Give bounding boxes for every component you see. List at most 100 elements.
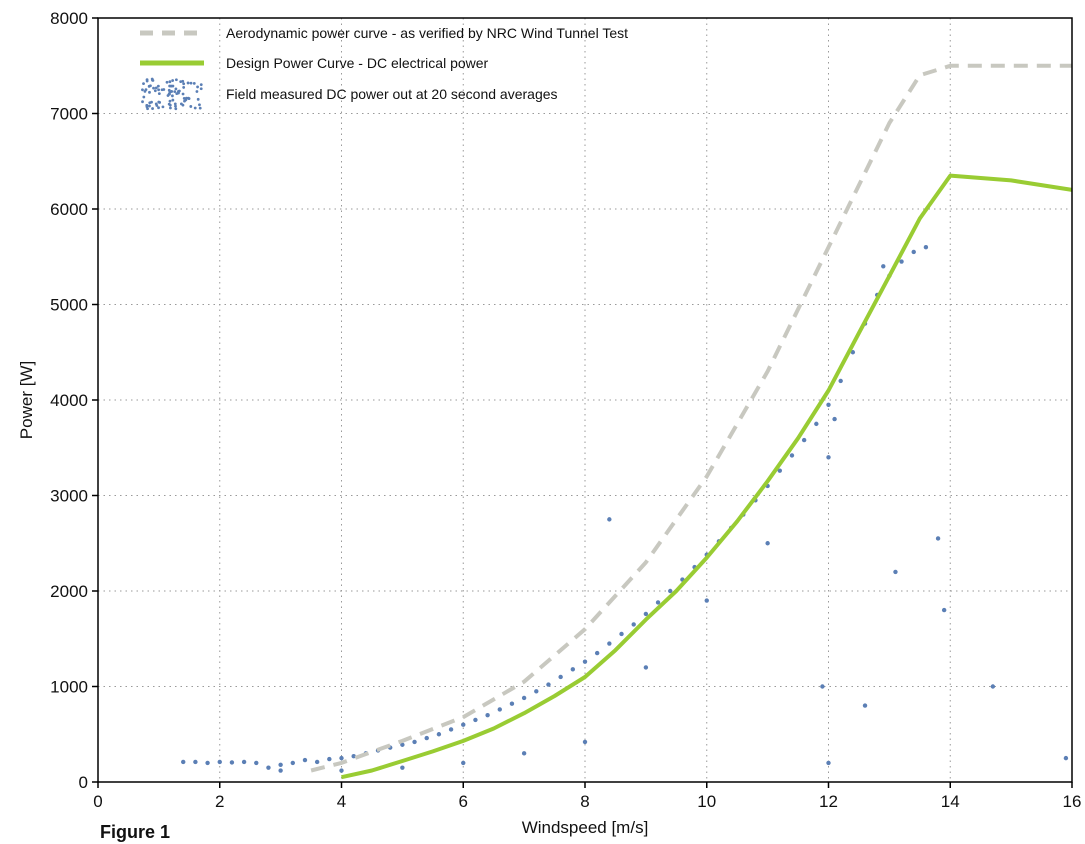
legend-swatch-dot	[146, 107, 149, 111]
legend-label-aerodynamic: Aerodynamic power curve - as verified by…	[226, 25, 628, 41]
y-tick-label: 8000	[50, 9, 88, 28]
legend-swatch-dot	[177, 91, 180, 95]
grid-lines	[98, 18, 1072, 782]
legend-swatch-dot	[168, 99, 172, 103]
legend-swatch-dot	[157, 106, 160, 110]
y-tick-label: 0	[79, 773, 88, 792]
field-data-point	[826, 455, 831, 460]
field-data-point	[643, 611, 649, 617]
legend-swatch-dot	[148, 90, 151, 94]
axis-ticks	[92, 17, 1073, 788]
field-data-point	[339, 755, 344, 761]
field-data-point	[546, 682, 551, 687]
y-tick-label: 5000	[50, 296, 88, 315]
figure-caption: Figure 1	[100, 822, 170, 842]
y-tick-label: 4000	[50, 391, 88, 410]
legend-swatch-dot	[156, 84, 160, 88]
field-data-point	[205, 760, 210, 766]
field-data-point	[594, 650, 600, 656]
legend-swatch-dot	[148, 104, 151, 108]
y-tick-label: 2000	[50, 582, 88, 601]
legend-label-design: Design Power Curve - DC electrical power	[226, 55, 489, 71]
legend-swatch-dot	[167, 88, 171, 92]
field-data-point	[181, 759, 186, 765]
field-data-point	[893, 569, 898, 575]
field-data-point	[461, 760, 466, 766]
field-data-point	[990, 684, 996, 689]
legend-swatch-dot	[161, 105, 165, 109]
design-power-curve-line	[341, 173, 1073, 780]
x-tick-label: 6	[459, 792, 468, 811]
legend-swatch-dot	[170, 90, 174, 93]
legend-swatch-dot	[148, 101, 152, 105]
field-data-point	[254, 760, 259, 766]
field-data-point	[558, 674, 563, 680]
legend-swatch-dot	[198, 106, 202, 110]
field-data-point	[777, 468, 782, 473]
field-data-point	[424, 735, 429, 741]
field-data-point	[668, 588, 673, 594]
x-tick-label: 0	[93, 792, 102, 811]
legend: Aerodynamic power curve - as verified by…	[140, 25, 628, 111]
x-tick-label: 12	[819, 792, 838, 811]
x-tick-label: 8	[580, 792, 589, 811]
legend-swatch-dot	[196, 97, 200, 101]
field-data-point	[521, 751, 527, 756]
field-data-point	[862, 703, 868, 708]
legend-swatch-dot	[142, 82, 145, 86]
y-tick-label: 3000	[50, 487, 88, 506]
x-axis-title: Windspeed [m/s]	[522, 818, 649, 837]
x-tick-label: 10	[697, 792, 716, 811]
legend-swatch-dot	[181, 92, 185, 96]
legend-swatch-dot	[168, 103, 172, 107]
field-data-point	[278, 768, 283, 773]
field-data-point	[436, 732, 442, 737]
field-data-point	[655, 600, 661, 605]
legend-swatch-dot	[174, 78, 178, 82]
legend-swatch-dot	[196, 85, 199, 89]
legend-swatch-dot	[199, 87, 203, 91]
y-axis-title: Power [W]	[17, 361, 36, 439]
legend-swatch-dot	[154, 86, 158, 90]
field-data-point	[1063, 755, 1069, 761]
field-data-point	[400, 742, 405, 747]
legend-swatch-dot	[173, 90, 177, 94]
field-data-point	[570, 667, 576, 672]
legend-swatch-dot	[174, 87, 178, 91]
field-data-point	[582, 739, 588, 745]
legend-swatch-dot	[154, 102, 158, 106]
field-data-point	[765, 541, 770, 546]
legend-swatch-dot	[171, 79, 175, 82]
legend-swatch-dot	[169, 106, 172, 110]
field-data-point	[850, 350, 856, 355]
field-data-point	[826, 760, 831, 766]
legend-swatch-dot	[160, 88, 164, 92]
field-data-point	[302, 757, 308, 763]
legend-swatch-dot	[198, 103, 201, 107]
legend-swatch-dot	[145, 79, 149, 83]
legend-swatch-dot	[141, 100, 144, 104]
legend-swatch-dot	[179, 102, 183, 106]
field-data-point	[582, 659, 588, 664]
field-data-point	[448, 727, 454, 732]
legend-swatch-dot	[150, 77, 154, 81]
legend-swatch-dot	[144, 88, 148, 92]
field-data-point	[814, 421, 819, 427]
field-data-point	[412, 739, 417, 745]
legend-swatch-dot	[193, 106, 197, 110]
field-data-point	[899, 259, 904, 264]
field-data-point	[826, 402, 831, 407]
scatter-layer	[181, 245, 1069, 773]
legend-swatch-dot	[182, 82, 186, 86]
field-data-point	[193, 759, 198, 765]
tick-labels: 0 2 4 6 8 10 12 14 16 0 1000 2000 3000 4000 5000 6000 70…	[50, 9, 1081, 811]
field-data-point	[314, 759, 320, 765]
legend-swatch-dot	[189, 81, 193, 85]
field-data-point	[534, 689, 539, 694]
legend-swatch-dot	[142, 95, 146, 99]
x-tick-label: 2	[215, 792, 224, 811]
field-data-point	[278, 762, 283, 768]
aerodynamic-power-curve-line	[310, 63, 1072, 773]
field-data-point	[485, 712, 490, 718]
